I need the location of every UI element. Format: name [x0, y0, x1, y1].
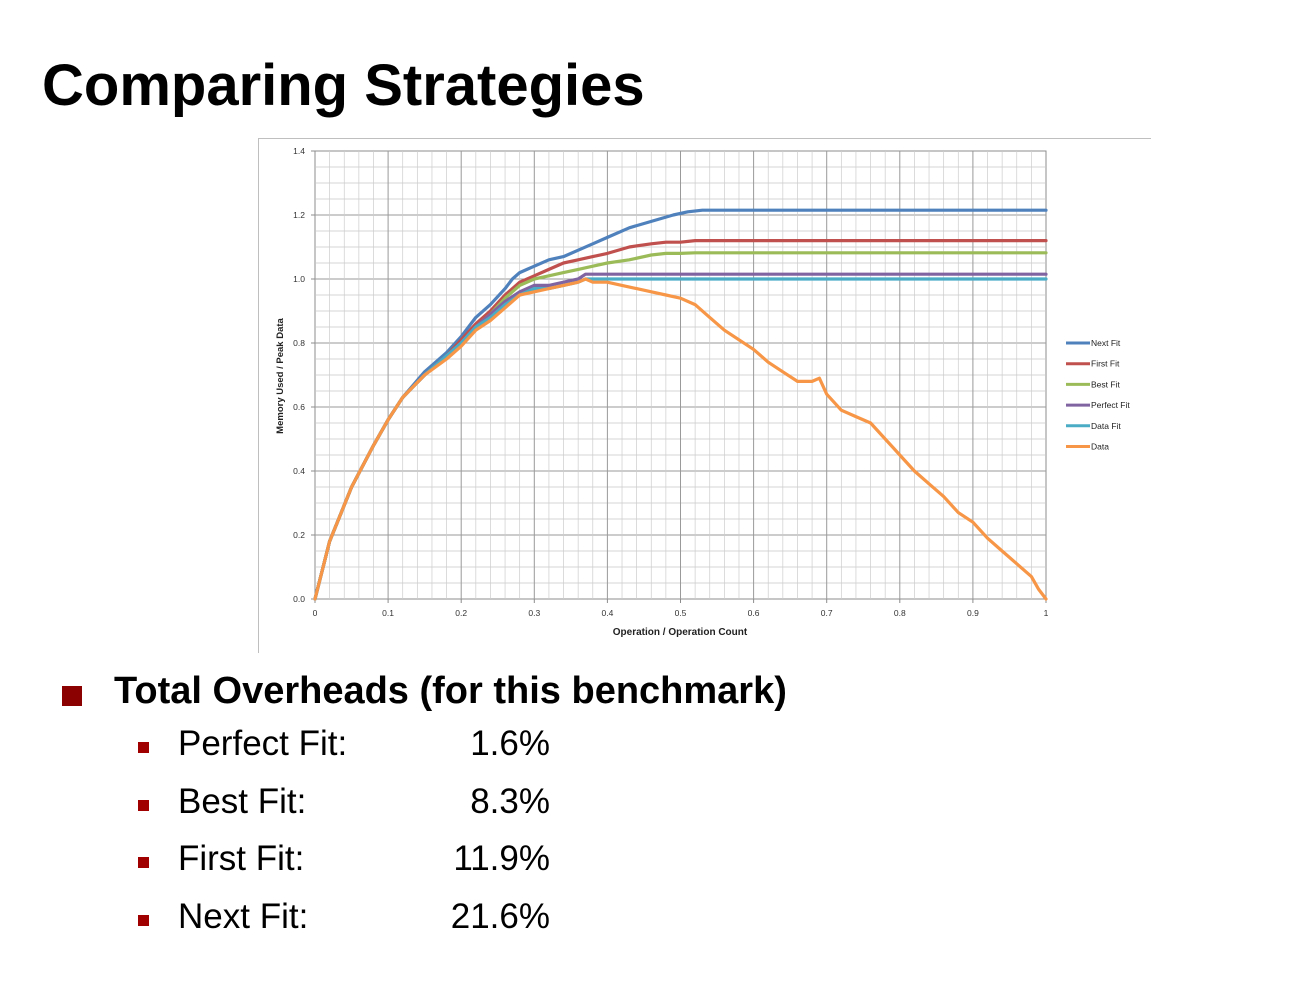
overhead-item: Perfect Fit: 1.6% [60, 724, 960, 782]
x-tick-label: 0.5 [675, 608, 687, 618]
x-tick-label: 0.2 [455, 608, 467, 618]
chart-legend: Next Fit First Fit Best Fit Perfect Fit Data… [1066, 338, 1130, 452]
overhead-value: 21.6% [450, 896, 550, 936]
main-bullet-icon [62, 686, 82, 706]
y-tick-label: 1.2 [293, 210, 305, 220]
legend-label: Data [1091, 442, 1109, 452]
y-tick-label: 1.0 [293, 274, 305, 284]
chart-axes: 0.0 0.2 0.4 0.6 0.8 1.0 1.2 1.4 0 0.1 0.2 0.3 0.4 0.5… [293, 146, 1048, 618]
overheads-heading: Total Overheads (for this benchmark) [114, 670, 787, 712]
x-tick-label: 1 [1044, 608, 1049, 618]
line-chart: 0.0 0.2 0.4 0.6 0.8 1.0 1.2 1.4 0 0.1 0.2 0.3 0.4 0.5… [258, 138, 1151, 653]
x-tick-label: 0.1 [382, 608, 394, 618]
overhead-value: 1.6% [470, 724, 550, 763]
overhead-item: Next Fit: 21.6% [60, 897, 960, 955]
x-tick-label: 0.9 [967, 608, 979, 618]
x-tick-label: 0.7 [821, 608, 833, 618]
series-line-data [313, 277, 1048, 601]
overhead-label: Next Fit: [178, 896, 309, 936]
sub-bullet-icon [138, 857, 149, 868]
x-tick-label: 0.8 [894, 608, 906, 618]
sub-bullet-icon [138, 742, 149, 753]
legend-label: First Fit [1091, 359, 1120, 369]
slide-title: Comparing Strategies [42, 53, 645, 118]
x-axis-label: Operation / Operation Count [613, 627, 748, 638]
legend-label: Data Fit [1091, 421, 1121, 431]
overhead-item: First Fit: 11.9% [60, 839, 960, 897]
overhead-value: 11.9% [453, 839, 550, 878]
sub-bullet-icon [138, 914, 149, 926]
overhead-label: Best Fit: [178, 781, 307, 821]
x-tick-label: 0.3 [528, 608, 540, 618]
sub-bullet-icon [138, 799, 149, 811]
x-tick-label: 0.6 [748, 608, 760, 618]
chart-container: 0.0 0.2 0.4 0.6 0.8 1.0 1.2 1.4 0 0.1 0.2 0.3 0.4 0.5… [258, 138, 1151, 653]
overhead-label: First Fit: [178, 839, 305, 878]
x-tick-label: 0.4 [601, 608, 613, 618]
y-tick-label: 0.6 [293, 402, 305, 412]
y-axis-label: Memory Used / Peak Data [275, 317, 286, 433]
legend-label: Next Fit [1091, 338, 1121, 348]
legend-label: Best Fit [1091, 379, 1120, 389]
y-tick-label: 0.0 [293, 594, 305, 604]
overhead-value: 8.3% [470, 781, 550, 821]
overhead-item: Best Fit: 8.3% [60, 782, 960, 840]
overheads-list: Total Overheads (for this benchmark) Per… [60, 668, 960, 954]
chart-series-lines [313, 208, 1048, 601]
y-tick-label: 0.8 [293, 338, 305, 348]
overhead-label: Perfect Fit: [178, 724, 348, 763]
y-tick-label: 0.4 [293, 466, 305, 476]
y-tick-label: 0.2 [293, 530, 305, 540]
y-tick-label: 1.4 [293, 146, 305, 156]
overheads-heading-row: Total Overheads (for this benchmark) [60, 668, 960, 724]
x-tick-label: 0 [313, 608, 318, 618]
legend-label: Perfect Fit [1091, 400, 1130, 410]
